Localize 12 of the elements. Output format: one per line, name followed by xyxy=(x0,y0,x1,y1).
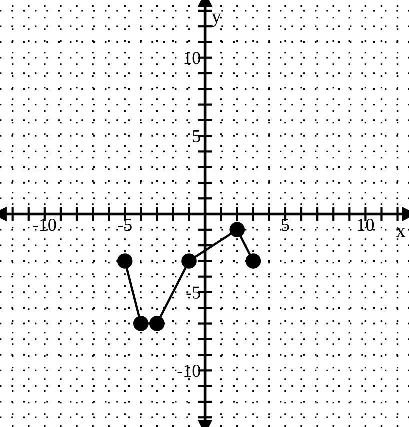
point xyxy=(150,316,165,332)
y-tick-label: -5 xyxy=(186,286,200,299)
y-axis-title: y xyxy=(212,14,222,28)
x-axis-title: x xyxy=(396,228,406,238)
point xyxy=(182,254,197,269)
point xyxy=(230,222,246,238)
x-tick-label: -10 xyxy=(34,218,56,232)
point xyxy=(246,254,262,269)
point xyxy=(117,254,133,269)
point xyxy=(134,316,149,332)
y-tick-label: 5 xyxy=(193,130,200,143)
x-tick-label: 10 xyxy=(358,218,374,232)
